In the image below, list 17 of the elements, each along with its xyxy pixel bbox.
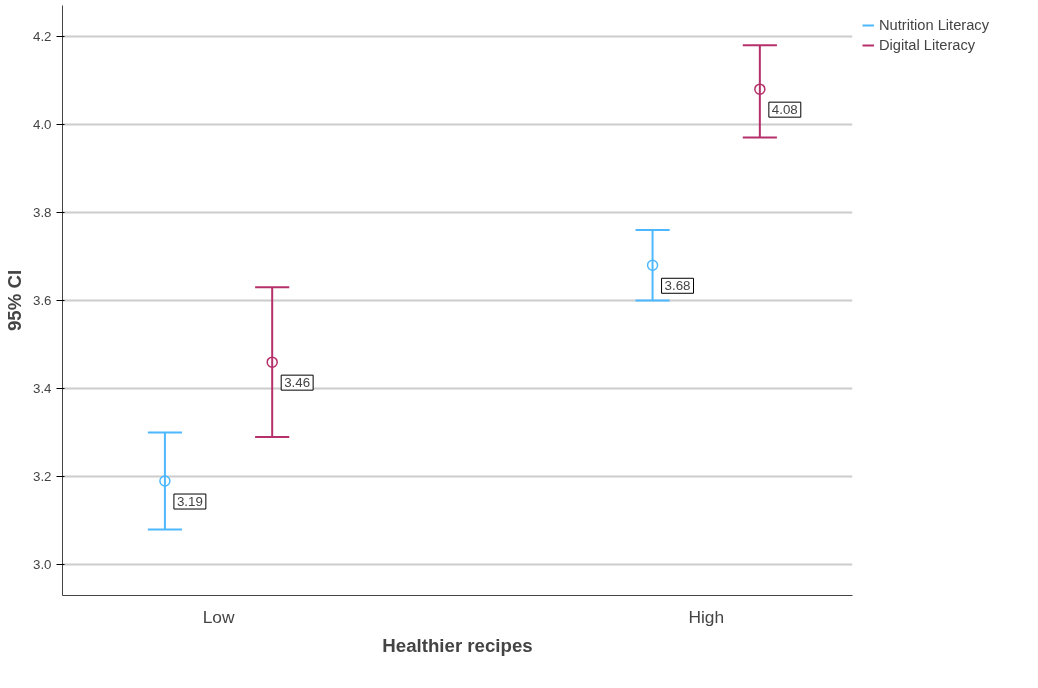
y-tick-label: 3.0 <box>32 557 52 573</box>
data-label: 3.19 <box>176 494 203 510</box>
data-label: 3.68 <box>664 278 691 294</box>
legend-label: Digital Literacy <box>879 37 976 53</box>
y-tick-label: 3.4 <box>32 381 53 397</box>
y-tick-label: 4.2 <box>32 28 52 44</box>
x-tick-label: High <box>688 606 725 627</box>
x-tick-label: Low <box>202 606 235 627</box>
y-axis-title: 95% CI <box>3 269 25 332</box>
y-tick-label: 3.6 <box>32 293 52 308</box>
legend-label: Nutrition Literacy <box>879 17 989 33</box>
data-label: 3.46 <box>284 375 311 391</box>
x-axis-title: Healthier recipes <box>382 634 533 656</box>
data-label: 4.08 <box>771 102 798 118</box>
y-tick-label: 3.2 <box>32 469 52 485</box>
y-tick-label: 3.8 <box>32 204 52 220</box>
y-tick-label: 4.0 <box>32 116 52 132</box>
